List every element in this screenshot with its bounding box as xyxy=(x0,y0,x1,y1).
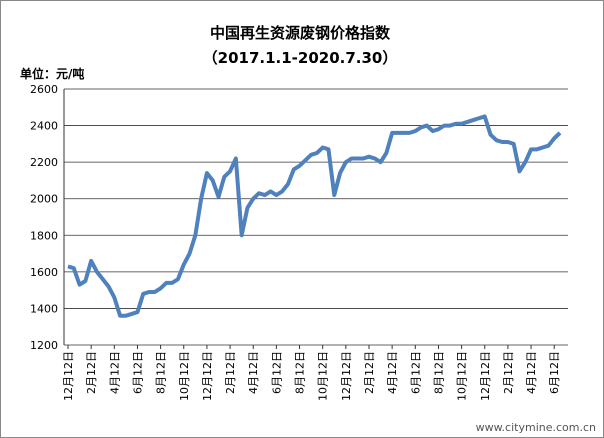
watermark: www.citymine.com.cn xyxy=(476,421,596,434)
chart-subtitle: （2017.1.1-2020.7.30） xyxy=(203,49,398,67)
x-tick-label: 4月12日 xyxy=(525,351,538,394)
y-tick-label: 2600 xyxy=(30,83,58,96)
x-tick-label: 12月12日 xyxy=(62,351,75,401)
x-tick-label: 2月12日 xyxy=(85,351,98,394)
x-tick-label: 8月12日 xyxy=(432,351,445,394)
x-tick-label: 8月12日 xyxy=(294,351,307,394)
chart-title: 中国再生资源废钢价格指数 xyxy=(210,24,391,42)
x-tick-label: 12月12日 xyxy=(479,351,492,401)
x-tick-label: 4月12日 xyxy=(108,351,121,394)
y-tick-label: 1200 xyxy=(30,339,58,352)
x-tick-label: 10月12日 xyxy=(317,351,330,401)
x-tick-label: 12月12日 xyxy=(340,351,353,401)
x-tick-label: 6月12日 xyxy=(131,351,144,394)
y-tick-label: 2200 xyxy=(30,156,58,169)
x-tick-label: 10月12日 xyxy=(456,351,469,401)
x-tick-label: 4月12日 xyxy=(386,351,399,394)
x-tick-label: 6月12日 xyxy=(409,351,422,394)
x-tick-label: 6月12日 xyxy=(270,351,283,394)
x-tick-label: 6月12日 xyxy=(548,351,561,394)
x-tick-label: 12月12日 xyxy=(201,351,214,401)
y-tick-label: 1600 xyxy=(30,266,58,279)
x-tick-label: 2月12日 xyxy=(363,351,376,394)
y-tick-label: 1800 xyxy=(30,229,58,242)
x-tick-label: 2月12日 xyxy=(502,351,515,394)
data-line xyxy=(67,114,562,318)
x-tick-label: 4月12日 xyxy=(247,351,260,394)
y-tick-label: 2000 xyxy=(30,193,58,206)
x-tick-label: 10月12日 xyxy=(178,351,191,401)
x-tick-label: 2月12日 xyxy=(224,351,237,394)
x-tick-label: 8月12日 xyxy=(155,351,168,394)
y-tick-label: 1400 xyxy=(30,302,58,315)
y-axis-label: 单位：元/吨 xyxy=(20,66,84,81)
y-tick-label: 2400 xyxy=(30,120,58,133)
